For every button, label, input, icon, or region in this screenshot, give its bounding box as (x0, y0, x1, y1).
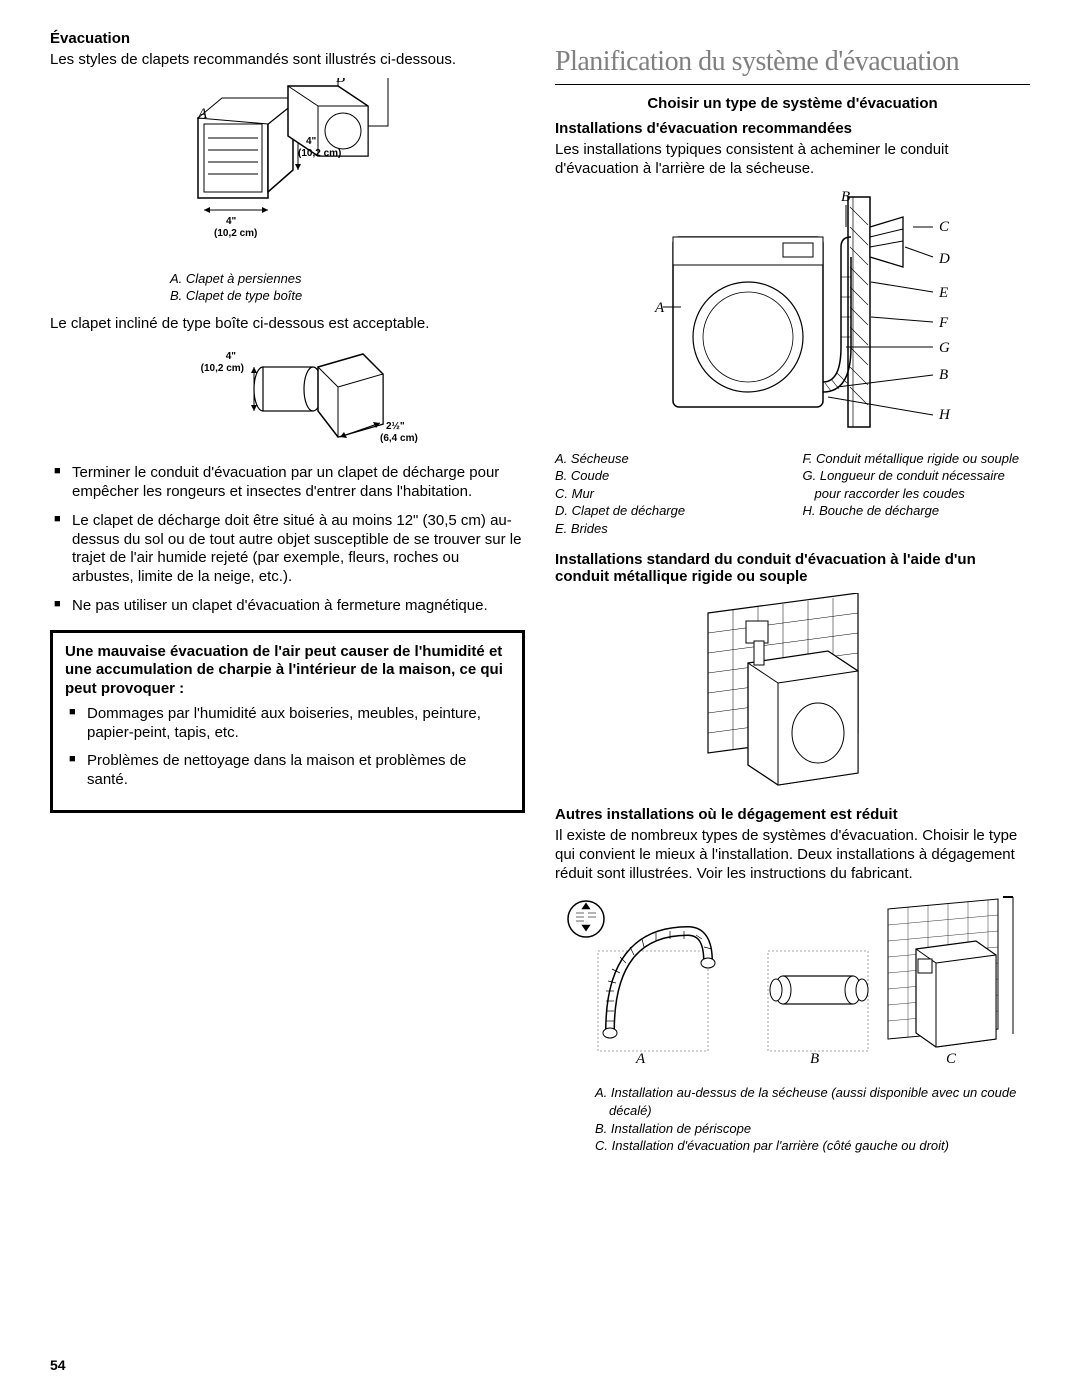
warning-bullets: Dommages par l'humidité aux boiseries, m… (65, 705, 510, 790)
legend-a: A. Sécheuse (555, 450, 783, 468)
figure-alt-installs: A B C (555, 891, 1030, 1076)
recommended-text: Les installations typiques consistent à … (555, 141, 1030, 179)
manual-page: Évacuation Les styles de clapets recomma… (0, 0, 1080, 1397)
svg-text:D: D (938, 251, 950, 267)
warning-box: Une mauvaise évacuation de l'air peut ca… (50, 630, 525, 813)
svg-text:E: E (938, 285, 948, 301)
svg-text:C: C (946, 1051, 957, 1067)
fig1-caption: A. Clapet à persiennes B. Clapet de type… (50, 271, 525, 305)
right-column: Planification du système d'évacuation Ch… (555, 30, 1030, 1155)
svg-text:(10,2 cm): (10,2 cm) (200, 363, 243, 374)
alt-legend-c: C. Installation d'évacuation par l'arriè… (595, 1137, 1030, 1155)
intro-text: Les styles de clapets recommandés sont i… (50, 51, 525, 70)
svg-text:A: A (635, 1051, 646, 1067)
standard-heading: Installations standard du conduit d'évac… (555, 551, 1030, 585)
legend-b: B. Coude (555, 467, 783, 485)
fig1-label-b: B (336, 78, 345, 86)
svg-text:G: G (939, 340, 950, 356)
warning-lead: Une mauvaise évacuation de l'air peut ca… (65, 643, 510, 699)
bullet-2: Le clapet de décharge doit être situé à … (50, 512, 525, 587)
figure-recommended-hoods: A B 4" (10,2 cm) 4" (10,2 cm) (50, 78, 525, 263)
left-column: Évacuation Les styles de clapets recomma… (50, 30, 525, 1155)
dryer-legend: A. Sécheuse B. Coude C. Mur D. Clapet de… (555, 450, 1030, 538)
warning-item-1: Dommages par l'humidité aux boiseries, m… (65, 705, 510, 743)
choose-heading: Choisir un type de système d'évacuation (555, 95, 1030, 112)
left-bullets: Terminer le conduit d'évacuation par un … (50, 464, 525, 615)
evacuation-heading: Évacuation (50, 30, 525, 47)
svg-text:4": 4" (306, 136, 317, 147)
figure-standard-install (555, 593, 1030, 798)
legend-e: E. Brides (555, 520, 783, 538)
svg-text:(10,2 cm): (10,2 cm) (214, 228, 257, 239)
svg-text:4": 4" (226, 216, 237, 227)
svg-text:B: B (841, 189, 850, 205)
page-number: 54 (50, 1357, 66, 1373)
fig1-label-a: A (197, 106, 208, 122)
fig1-caption-b: B. Clapet de type boîte (170, 288, 525, 305)
svg-text:(6,4 cm): (6,4 cm) (380, 433, 418, 444)
warning-item-2: Problèmes de nettoyage dans la maison et… (65, 752, 510, 790)
alt-legend-b: B. Installation de périscope (595, 1120, 1030, 1138)
svg-text:2½": 2½" (386, 421, 405, 432)
title-rule (555, 84, 1030, 85)
svg-text:B: B (939, 367, 948, 383)
svg-text:C: C (939, 219, 950, 235)
legend-f: F. Conduit métallique rigide ou souple (803, 450, 1031, 468)
svg-text:B: B (810, 1051, 819, 1067)
svg-text:(10,2 cm): (10,2 cm) (298, 148, 341, 159)
figure-dryer-wall: A B C D E F G B H (555, 187, 1030, 442)
svg-text:A: A (654, 300, 665, 316)
fig1-caption-a: A. Clapet à persiennes (170, 271, 525, 288)
bullet-3: Ne pas utiliser un clapet d'évacuation à… (50, 597, 525, 616)
recommended-heading: Installations d'évacuation recommandées (555, 120, 1030, 137)
legend-h: H. Bouche de décharge (803, 502, 1031, 520)
alt-heading: Autres installations où le dégagement es… (555, 806, 1030, 823)
two-column-layout: Évacuation Les styles de clapets recomma… (50, 30, 1030, 1155)
legend-c: C. Mur (555, 485, 783, 503)
alt-text: Il existe de nombreux types de systèmes … (555, 827, 1030, 883)
planning-title: Planification du système d'évacuation (555, 46, 1030, 78)
alt-legend-a: A. Installation au-dessus de la sécheuse… (595, 1084, 1030, 1119)
incline-text: Le clapet incliné de type boîte ci-desso… (50, 315, 525, 334)
svg-text:F: F (938, 315, 949, 331)
alt-legend: A. Installation au-dessus de la sécheuse… (595, 1084, 1030, 1154)
bullet-1: Terminer le conduit d'évacuation par un … (50, 464, 525, 502)
legend-g: G. Longueur de conduit nécessaire pour r… (803, 467, 1031, 502)
svg-text:4": 4" (225, 351, 236, 362)
figure-angled-hood: 4" (10,2 cm) 2½" (6,4 cm) (50, 341, 525, 456)
legend-d: D. Clapet de décharge (555, 502, 783, 520)
svg-text:H: H (938, 407, 951, 423)
